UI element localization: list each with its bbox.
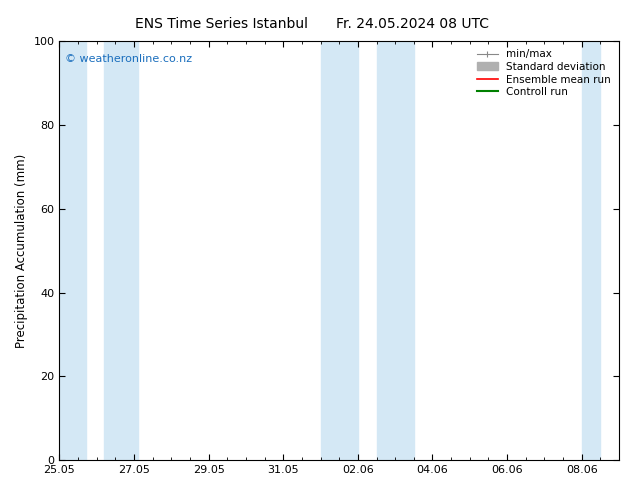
Bar xyxy=(60,41,86,460)
Text: ENS Time Series Istanbul: ENS Time Series Istanbul xyxy=(136,17,308,31)
Legend: min/max, Standard deviation, Ensemble mean run, Controll run: min/max, Standard deviation, Ensemble me… xyxy=(474,46,614,100)
Bar xyxy=(581,41,600,460)
Bar xyxy=(377,41,414,460)
Bar xyxy=(104,41,138,460)
Text: © weatheronline.co.nz: © weatheronline.co.nz xyxy=(65,53,192,64)
Y-axis label: Precipitation Accumulation (mm): Precipitation Accumulation (mm) xyxy=(15,153,28,348)
Bar xyxy=(321,41,358,460)
Text: Fr. 24.05.2024 08 UTC: Fr. 24.05.2024 08 UTC xyxy=(335,17,489,31)
